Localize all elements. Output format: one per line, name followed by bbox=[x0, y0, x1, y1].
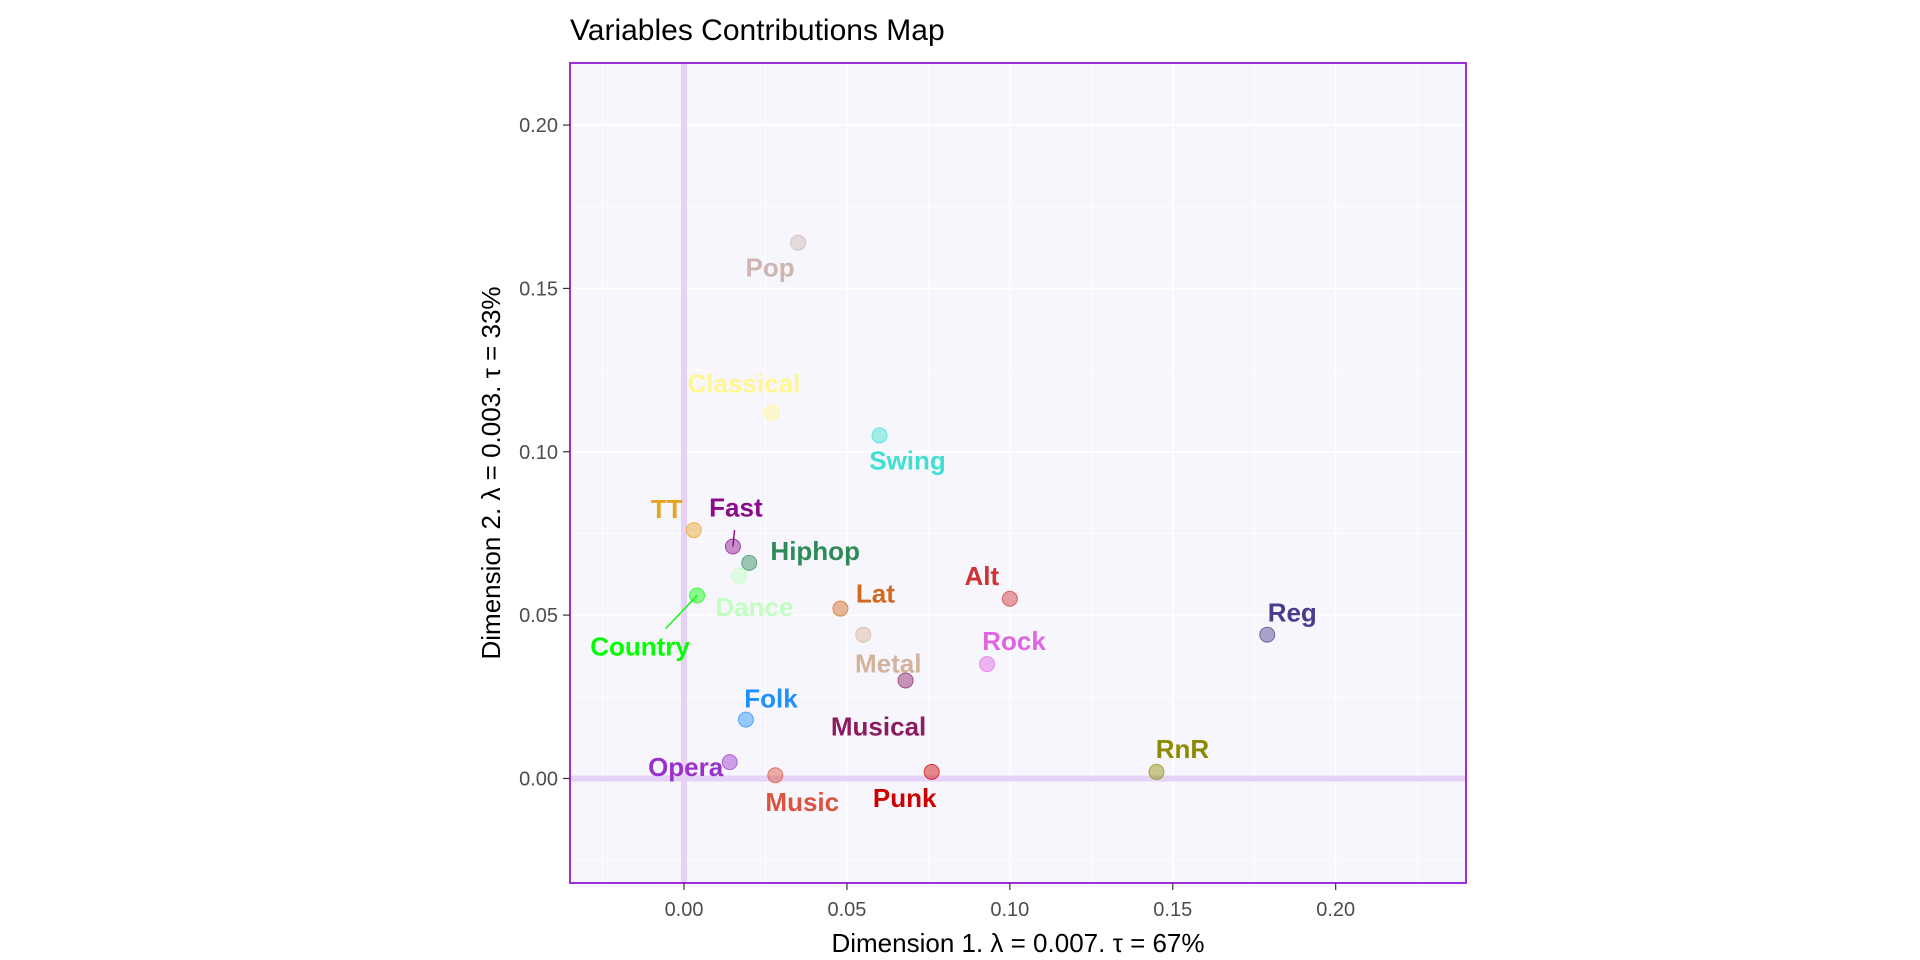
point-fast bbox=[724, 538, 741, 555]
point-pop bbox=[790, 234, 807, 251]
label-metal: Metal bbox=[855, 649, 921, 679]
label-swing: Swing bbox=[869, 445, 946, 475]
label-rnr: RnR bbox=[1156, 734, 1210, 764]
label-reg: Reg bbox=[1268, 598, 1317, 628]
connector-fast bbox=[732, 529, 736, 547]
point-folk bbox=[737, 711, 754, 728]
point-alt bbox=[1001, 590, 1018, 607]
y-axis-label: Dimension 2. λ = 0.003. τ = 33% bbox=[476, 286, 506, 659]
label-classical: Classical bbox=[688, 369, 801, 399]
y-tick-label: 0.15 bbox=[519, 278, 558, 300]
label-rock: Rock bbox=[982, 626, 1046, 656]
x-tick-label: 0.10 bbox=[990, 899, 1029, 921]
label-opera: Opera bbox=[648, 752, 724, 782]
origin-lines bbox=[570, 63, 1466, 883]
x-axis-label: Dimension 1. λ = 0.007. τ = 67% bbox=[831, 928, 1204, 958]
point-country bbox=[689, 587, 706, 604]
label-folk: Folk bbox=[744, 684, 798, 714]
point-opera bbox=[721, 754, 738, 771]
point-musical bbox=[897, 672, 914, 689]
plot-panel bbox=[570, 63, 1466, 883]
point-hiphop bbox=[741, 554, 758, 571]
x-tick-label: 0.20 bbox=[1316, 899, 1355, 921]
label-dance: Dance bbox=[715, 592, 793, 622]
point-tt bbox=[685, 522, 702, 539]
x-tick-label: 0.00 bbox=[665, 899, 704, 921]
point-rnr bbox=[1148, 763, 1165, 780]
label-fast: Fast bbox=[709, 493, 763, 523]
label-country: Country bbox=[590, 632, 690, 662]
label-punk: Punk bbox=[873, 783, 937, 813]
x-tick-label: 0.15 bbox=[1153, 899, 1192, 921]
point-swing bbox=[871, 427, 888, 444]
label-tt: TT bbox=[651, 494, 683, 524]
point-punk bbox=[923, 763, 940, 780]
x-tick-label: 0.05 bbox=[827, 899, 866, 921]
label-lat: Lat bbox=[856, 579, 895, 609]
y-tick-label: 0.00 bbox=[519, 768, 558, 790]
point-rock bbox=[979, 656, 996, 673]
y-tick-label: 0.05 bbox=[519, 605, 558, 627]
plot-border bbox=[569, 62, 1467, 884]
y-axis: 0.00 0.05 0.10 0.15 0.20 bbox=[519, 115, 570, 790]
label-alt: Alt bbox=[965, 561, 1000, 591]
point-dance bbox=[731, 567, 748, 584]
label-hiphop: Hiphop bbox=[770, 536, 860, 566]
point-music bbox=[767, 767, 784, 784]
label-pop: Pop bbox=[746, 253, 795, 283]
point-metal bbox=[855, 626, 872, 643]
label-musical: Musical bbox=[831, 711, 926, 741]
point-reg bbox=[1259, 626, 1276, 643]
chart-title: Variables Contributions Map bbox=[570, 14, 945, 47]
point-lat bbox=[832, 600, 849, 617]
data-points bbox=[685, 234, 1276, 784]
x-axis: 0.00 0.05 0.10 0.15 0.20 bbox=[665, 883, 1355, 921]
y-tick-label: 0.20 bbox=[519, 115, 558, 137]
y-tick-label: 0.10 bbox=[519, 442, 558, 464]
point-classical bbox=[764, 404, 781, 421]
label-music: Music bbox=[765, 787, 839, 817]
